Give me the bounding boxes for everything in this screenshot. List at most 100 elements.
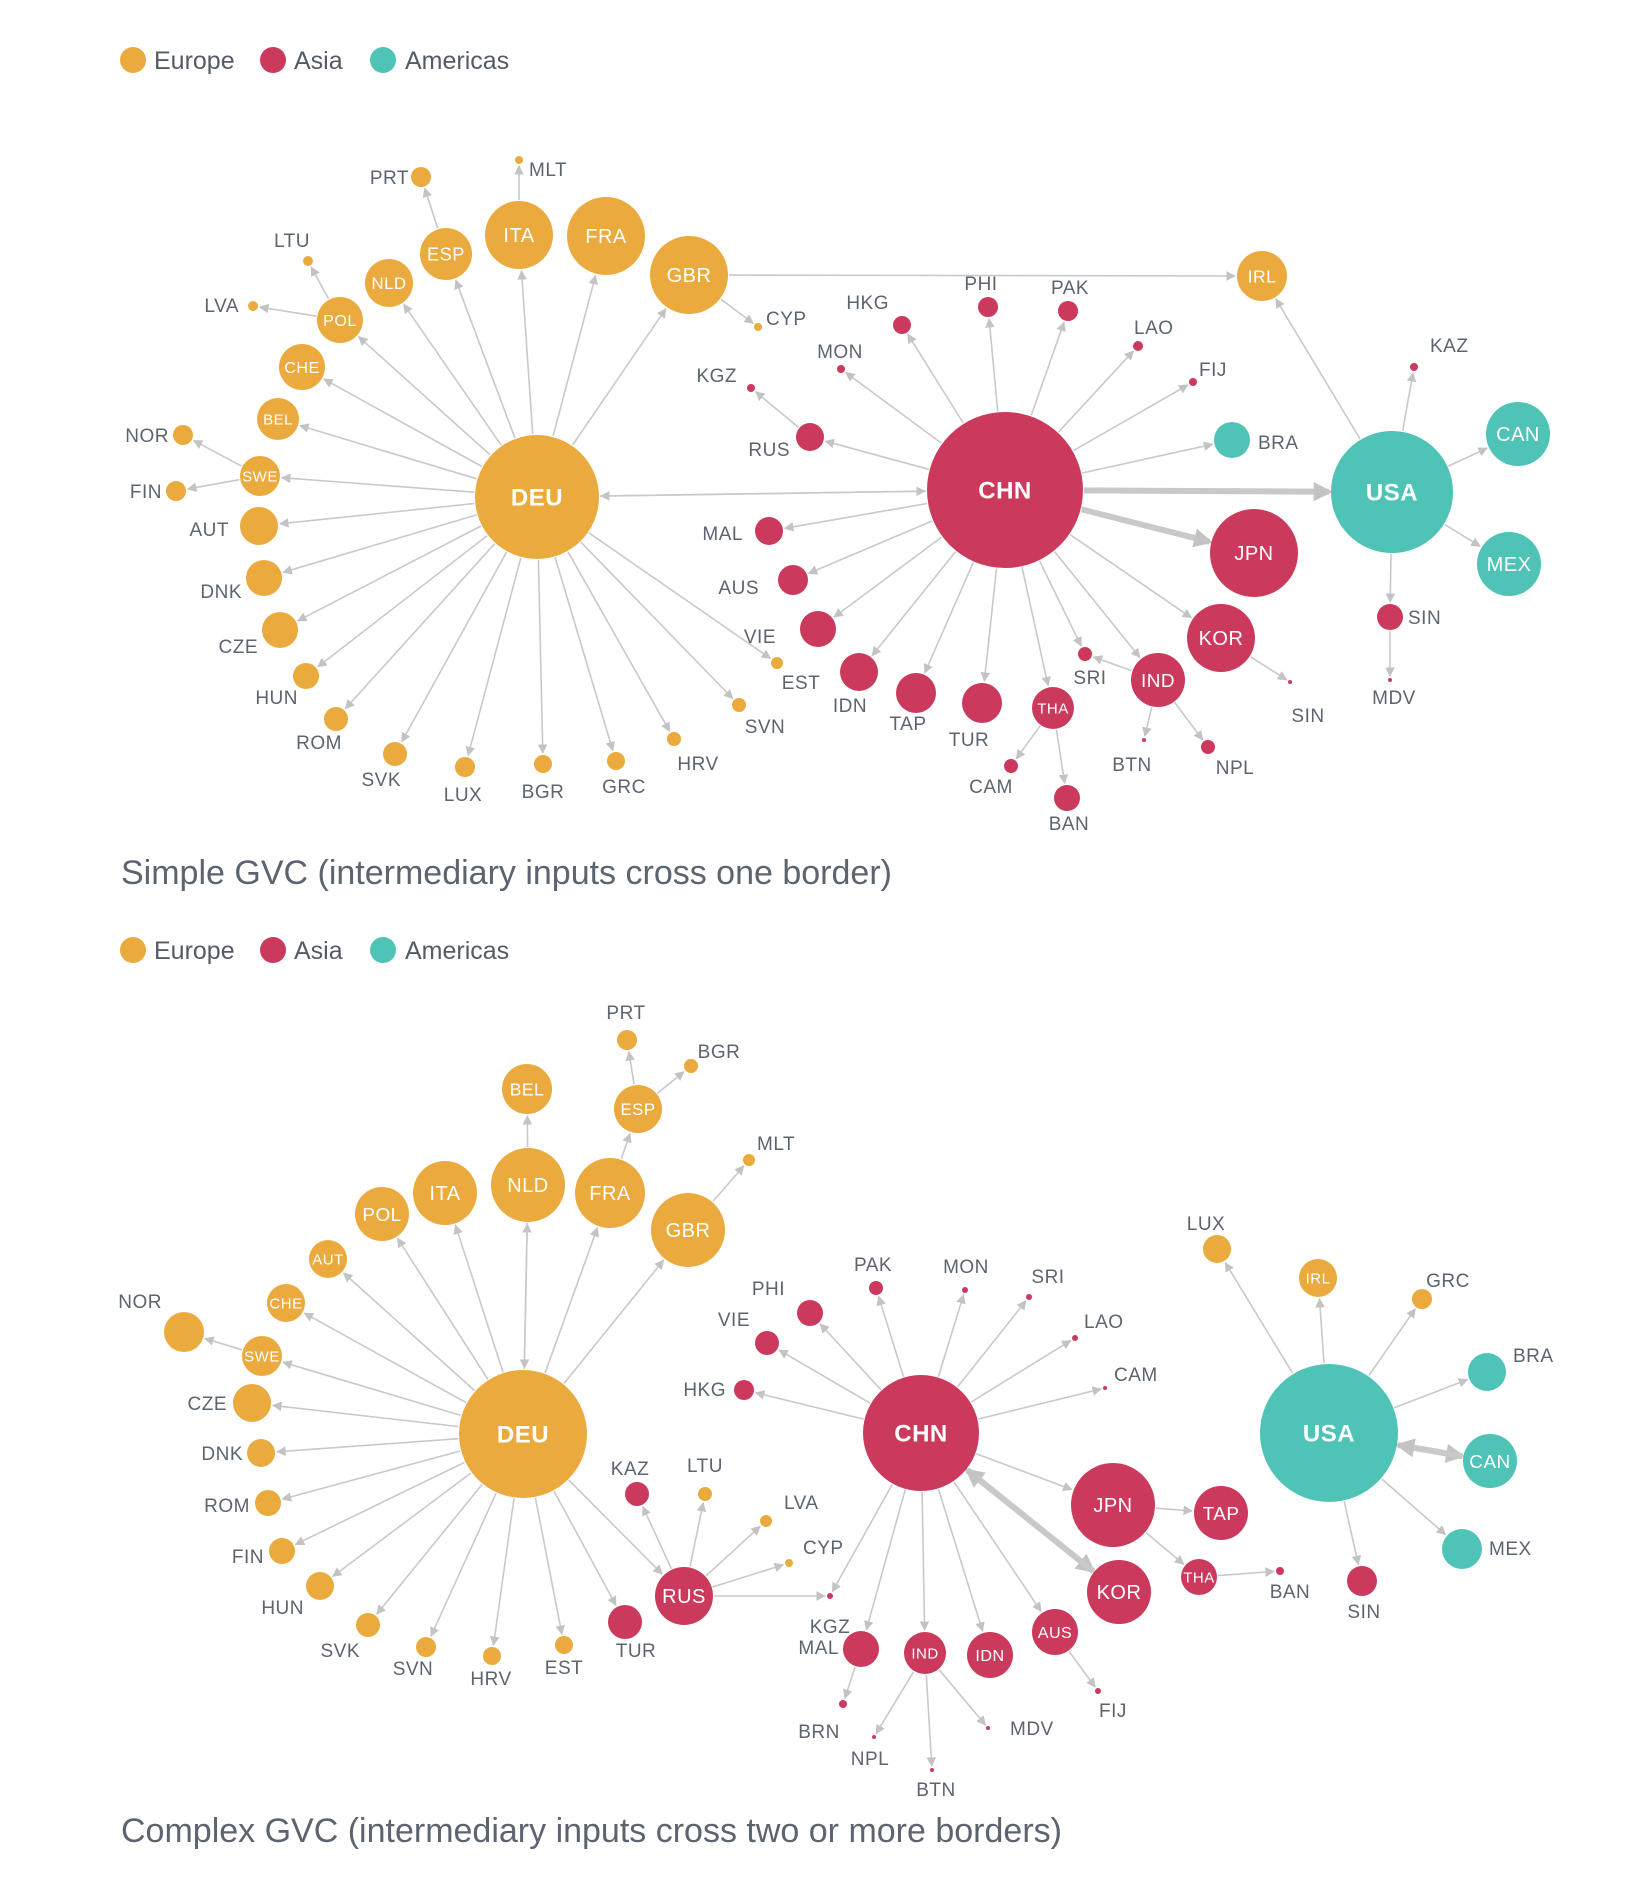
node-circle[interactable] <box>1203 1235 1231 1263</box>
node-nor[interactable]: NOR <box>118 1292 204 1352</box>
node-lva[interactable]: LVA <box>760 1493 819 1527</box>
node-circle[interactable] <box>1412 1289 1432 1309</box>
node-circle[interactable] <box>1331 431 1453 553</box>
node-tur[interactable]: TUR <box>608 1605 656 1662</box>
node-aus[interactable]: AUS <box>718 565 808 599</box>
node-aus[interactable]: AUS <box>1032 1609 1078 1655</box>
node-circle[interactable] <box>257 398 299 440</box>
node-lao[interactable]: LAO <box>1133 318 1174 351</box>
node-circle[interactable] <box>1194 1486 1248 1540</box>
node-circle[interactable] <box>1410 363 1418 371</box>
node-circle[interactable] <box>1032 687 1074 729</box>
node-tur[interactable]: TUR <box>949 683 1002 751</box>
node-circle[interactable] <box>796 423 824 451</box>
node-deu[interactable]: DEU <box>459 1370 587 1498</box>
node-circle[interactable] <box>255 1490 281 1516</box>
node-circle[interactable] <box>555 1636 573 1654</box>
node-circle[interactable] <box>1131 653 1185 707</box>
node-gbr[interactable]: GBR <box>651 1193 725 1267</box>
node-circle[interactable] <box>827 1593 833 1599</box>
node-can[interactable]: CAN <box>1463 1434 1517 1488</box>
node-circle[interactable] <box>747 384 755 392</box>
node-fra[interactable]: FRA <box>575 1158 645 1228</box>
node-circle[interactable] <box>607 752 625 770</box>
node-circle[interactable] <box>1078 647 1092 661</box>
node-circle[interactable] <box>420 228 472 280</box>
node-gbr[interactable]: GBR <box>650 236 728 314</box>
node-circle[interactable] <box>962 1287 968 1293</box>
node-circle[interactable] <box>667 732 681 746</box>
node-circle[interactable] <box>1214 422 1250 458</box>
node-circle[interactable] <box>1347 1566 1377 1596</box>
node-svk[interactable]: SVK <box>361 742 407 791</box>
node-circle[interactable] <box>617 1030 637 1050</box>
node-circle[interactable] <box>248 301 258 311</box>
node-phi[interactable]: PHI <box>964 274 998 317</box>
node-hun[interactable]: HUN <box>261 1572 334 1619</box>
node-circle[interactable] <box>1032 1609 1078 1655</box>
node-npl[interactable]: NPL <box>1201 740 1254 779</box>
node-circle[interactable] <box>743 1154 755 1166</box>
node-circle[interactable] <box>1288 680 1292 684</box>
node-tap[interactable]: TAP <box>889 673 936 735</box>
node-circle[interactable] <box>411 167 431 187</box>
node-ind[interactable]: IND <box>1131 653 1185 707</box>
node-circle[interactable] <box>608 1605 642 1639</box>
node-circle[interactable] <box>173 425 193 445</box>
node-ltu[interactable]: LTU <box>687 1456 723 1501</box>
node-kor[interactable]: KOR <box>1187 604 1255 672</box>
node-can[interactable]: CAN <box>1486 402 1550 466</box>
node-kgz[interactable]: KGZ <box>696 366 755 392</box>
node-circle[interactable] <box>734 1380 754 1400</box>
node-jpn[interactable]: JPN <box>1071 1463 1155 1547</box>
node-circle[interactable] <box>967 1632 1013 1678</box>
node-ind[interactable]: IND <box>904 1632 946 1674</box>
node-bgr[interactable]: BGR <box>684 1042 740 1073</box>
node-circle[interactable] <box>324 707 348 731</box>
node-circle[interactable] <box>843 1631 879 1667</box>
node-rom[interactable]: ROM <box>204 1490 281 1517</box>
node-circle[interactable] <box>1058 301 1078 321</box>
node-circle[interactable] <box>863 1375 979 1491</box>
node-mon[interactable]: MON <box>817 342 863 373</box>
node-circle[interactable] <box>1071 1463 1155 1547</box>
node-lux[interactable]: LUX <box>1187 1214 1231 1263</box>
node-kaz[interactable]: KAZ <box>1410 336 1468 371</box>
node-vie[interactable]: VIE <box>718 1310 779 1355</box>
node-circle[interactable] <box>475 435 599 559</box>
node-idn[interactable]: IDN <box>833 653 878 717</box>
node-circle[interactable] <box>365 259 413 307</box>
node-circle[interactable] <box>166 481 186 501</box>
node-cze[interactable]: CZE <box>188 1384 272 1422</box>
node-hrv[interactable]: HRV <box>470 1647 511 1690</box>
node-usa[interactable]: USA <box>1260 1364 1398 1502</box>
node-nld[interactable]: NLD <box>491 1148 565 1222</box>
node-circle[interactable] <box>625 1482 649 1506</box>
node-circle[interactable] <box>1103 1386 1107 1390</box>
node-circle[interactable] <box>797 1300 823 1326</box>
node-pol[interactable]: POL <box>355 1187 409 1241</box>
node-npl[interactable]: NPL <box>851 1735 889 1770</box>
node-circle[interactable] <box>515 156 523 164</box>
node-circle[interactable] <box>839 1700 847 1708</box>
node-circle[interactable] <box>962 683 1002 723</box>
node-prt[interactable]: PRT <box>370 167 431 189</box>
node-pak[interactable]: PAK <box>854 1255 892 1295</box>
node-circle[interactable] <box>416 1637 436 1657</box>
node-circle[interactable] <box>1377 604 1403 630</box>
node-circle[interactable] <box>279 344 325 390</box>
node-mlt[interactable]: MLT <box>515 156 567 181</box>
node-che[interactable]: CHE <box>267 1284 305 1322</box>
node-circle[interactable] <box>483 1647 501 1665</box>
node-circle[interactable] <box>754 323 762 331</box>
node-circle[interactable] <box>247 1439 275 1467</box>
node-irl[interactable]: IRL <box>1237 251 1287 301</box>
node-circle[interactable] <box>655 1567 713 1625</box>
node-circle[interactable] <box>267 1284 305 1322</box>
node-mex[interactable]: MEX <box>1442 1529 1532 1569</box>
node-deu[interactable]: DEU <box>475 435 599 559</box>
node-dnk[interactable]: DNK <box>200 560 282 603</box>
node-svn[interactable]: SVN <box>393 1637 436 1680</box>
node-circle[interactable] <box>1388 678 1392 682</box>
node-sri[interactable]: SRI <box>1026 1267 1065 1300</box>
